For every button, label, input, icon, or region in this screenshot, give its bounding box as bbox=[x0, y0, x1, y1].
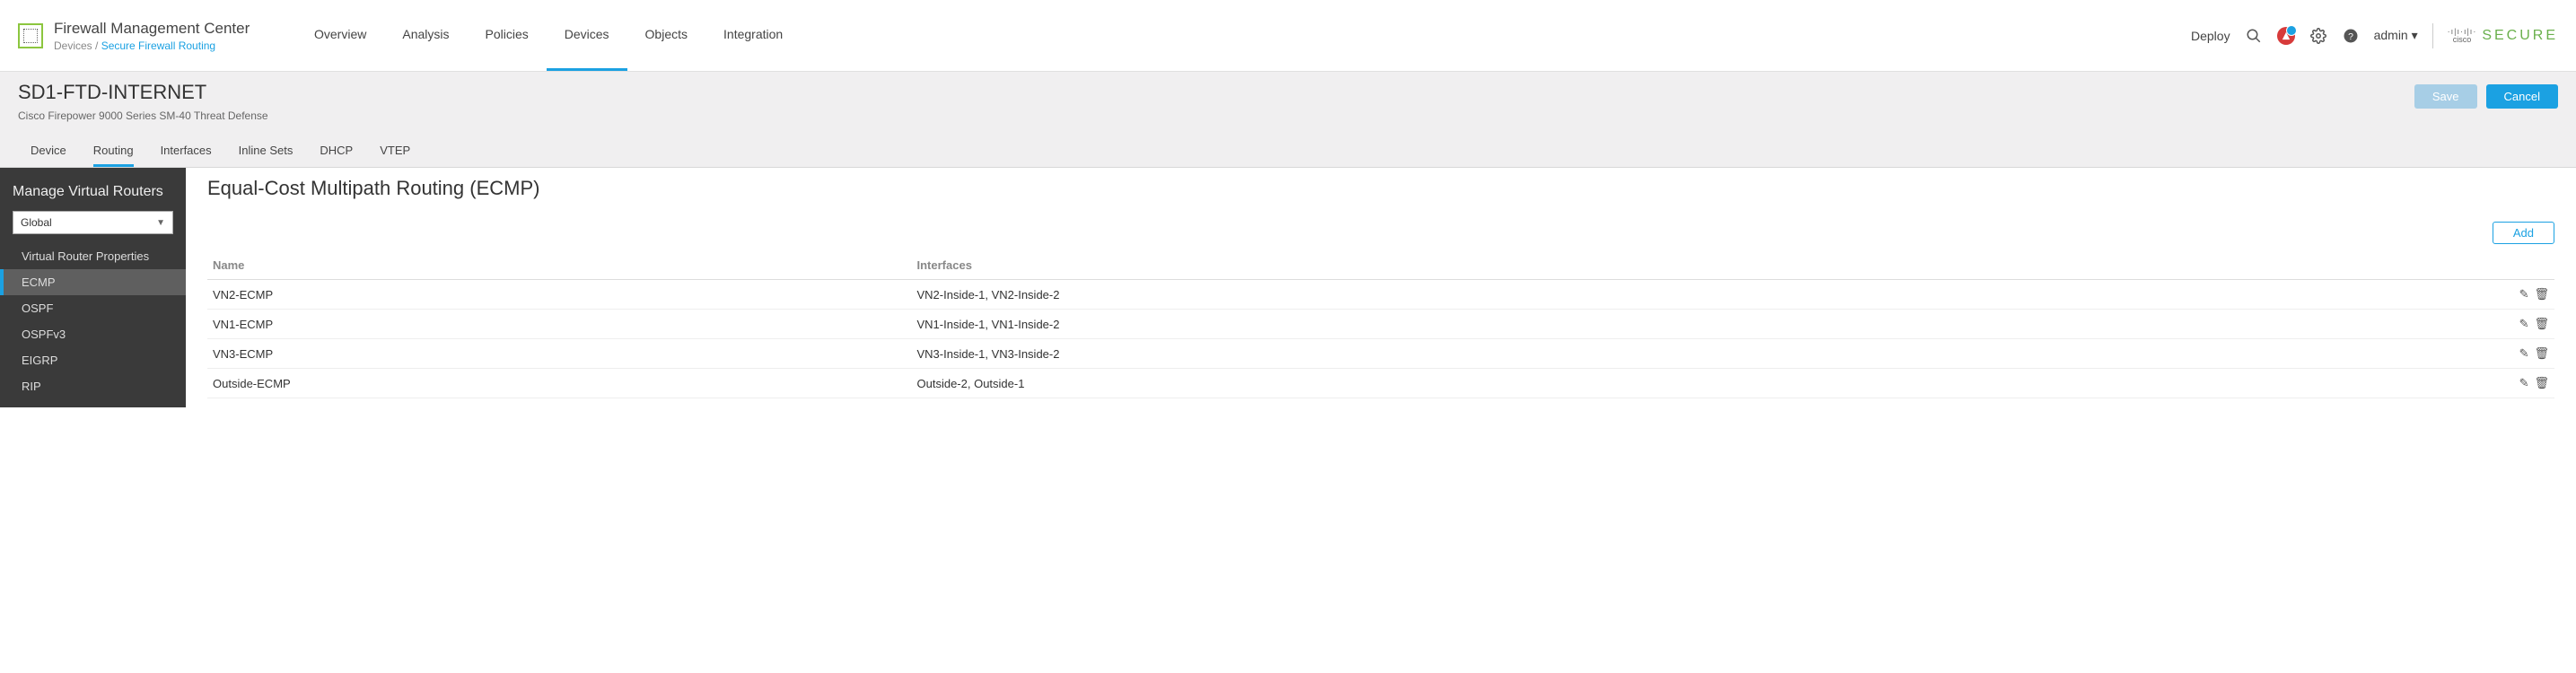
svg-text:?: ? bbox=[2348, 31, 2353, 41]
device-description: Cisco Firepower 9000 Series SM-40 Threat… bbox=[18, 109, 268, 122]
delete-icon[interactable]: 🗑 bbox=[2534, 376, 2549, 389]
header-right: Deploy ? admin ▾ ·ı|ı·ı|ı· cisco SECURE bbox=[2191, 23, 2558, 48]
delete-icon[interactable]: 🗑 bbox=[2534, 346, 2549, 360]
edit-icon[interactable]: ✎ bbox=[2519, 317, 2529, 330]
divider bbox=[2432, 23, 2433, 48]
edit-icon[interactable]: ✎ bbox=[2519, 346, 2529, 360]
sidebar-item-virtual-router-properties[interactable]: Virtual Router Properties bbox=[0, 243, 186, 269]
delete-icon[interactable]: 🗑 bbox=[2534, 287, 2549, 301]
nav-policies[interactable]: Policies bbox=[468, 0, 547, 71]
breadcrumb-link[interactable]: Secure Firewall Routing bbox=[101, 39, 215, 52]
edit-icon[interactable]: ✎ bbox=[2519, 287, 2529, 301]
tab-dhcp[interactable]: DHCP bbox=[320, 136, 353, 167]
tab-routing[interactable]: Routing bbox=[93, 136, 134, 167]
table-row: Outside-ECMPOutside-2, Outside-1 ✎ 🗑 bbox=[207, 369, 2554, 398]
cell-interfaces: VN3-Inside-1, VN3-Inside-2 bbox=[912, 339, 2484, 369]
sidebar-item-eigrp[interactable]: EIGRP bbox=[0, 347, 186, 373]
sidebar-title: Manage Virtual Routers bbox=[0, 179, 186, 211]
tab-vtep[interactable]: VTEP bbox=[380, 136, 410, 167]
gear-icon[interactable] bbox=[2309, 27, 2327, 45]
device-name: SD1-FTD-INTERNET bbox=[18, 81, 268, 104]
table-row: VN2-ECMPVN2-Inside-1, VN2-Inside-2 ✎ 🗑 bbox=[207, 280, 2554, 310]
ecmp-table: Name Interfaces VN2-ECMPVN2-Inside-1, VN… bbox=[207, 251, 2554, 398]
cisco-secure-brand: ·ı|ı·ı|ı· cisco SECURE bbox=[2448, 28, 2558, 44]
chevron-down-icon: ▼ bbox=[156, 218, 165, 228]
cell-name: VN3-ECMP bbox=[207, 339, 912, 369]
search-icon[interactable] bbox=[2245, 27, 2263, 45]
nav-analysis[interactable]: Analysis bbox=[384, 0, 467, 71]
col-interfaces: Interfaces bbox=[912, 251, 2484, 280]
virtual-router-select[interactable]: Global ▼ bbox=[13, 211, 173, 234]
cell-name: VN1-ECMP bbox=[207, 310, 912, 339]
cell-interfaces: Outside-2, Outside-1 bbox=[912, 369, 2484, 398]
device-header: SD1-FTD-INTERNET Cisco Firepower 9000 Se… bbox=[0, 72, 2576, 168]
col-name: Name bbox=[207, 251, 912, 280]
tab-interfaces[interactable]: Interfaces bbox=[161, 136, 212, 167]
tab-inline-sets[interactable]: Inline Sets bbox=[239, 136, 294, 167]
main-nav: OverviewAnalysisPoliciesDevicesObjectsIn… bbox=[296, 0, 801, 71]
add-button[interactable]: Add bbox=[2493, 222, 2554, 244]
delete-icon[interactable]: 🗑 bbox=[2534, 317, 2549, 330]
help-icon[interactable]: ? bbox=[2342, 27, 2360, 45]
breadcrumb: Devices / Secure Firewall Routing bbox=[54, 39, 250, 52]
save-button[interactable]: Save bbox=[2414, 84, 2477, 109]
breadcrumb-prefix: Devices / bbox=[54, 39, 101, 52]
alert-icon[interactable] bbox=[2277, 27, 2295, 45]
sidebar-item-ospfv3[interactable]: OSPFv3 bbox=[0, 321, 186, 347]
sidebar-list: Virtual Router PropertiesECMPOSPFOSPFv3E… bbox=[0, 243, 186, 399]
cell-name: VN2-ECMP bbox=[207, 280, 912, 310]
table-row: VN3-ECMPVN3-Inside-1, VN3-Inside-2 ✎ 🗑 bbox=[207, 339, 2554, 369]
sidebar-item-ospf[interactable]: OSPF bbox=[0, 295, 186, 321]
vr-select-value: Global bbox=[21, 216, 52, 229]
admin-menu[interactable]: admin ▾ bbox=[2374, 28, 2418, 43]
deploy-button[interactable]: Deploy bbox=[2191, 29, 2230, 43]
app-title: Firewall Management Center bbox=[54, 20, 250, 38]
brand-text: Firewall Management Center Devices / Sec… bbox=[54, 20, 250, 52]
cell-interfaces: VN1-Inside-1, VN1-Inside-2 bbox=[912, 310, 2484, 339]
page-title: Equal-Cost Multipath Routing (ECMP) bbox=[207, 177, 2554, 200]
sidebar-item-rip[interactable]: RIP bbox=[0, 373, 186, 399]
nav-devices[interactable]: Devices bbox=[547, 0, 627, 71]
cancel-button[interactable]: Cancel bbox=[2486, 84, 2558, 109]
cell-name: Outside-ECMP bbox=[207, 369, 912, 398]
sidebar-item-ecmp[interactable]: ECMP bbox=[0, 269, 186, 295]
tab-device[interactable]: Device bbox=[31, 136, 66, 167]
nav-objects[interactable]: Objects bbox=[627, 0, 705, 71]
table-row: VN1-ECMPVN1-Inside-1, VN1-Inside-2 ✎ 🗑 bbox=[207, 310, 2554, 339]
edit-icon[interactable]: ✎ bbox=[2519, 376, 2529, 389]
sidebar: Manage Virtual Routers Global ▼ Virtual … bbox=[0, 168, 186, 407]
nav-integration[interactable]: Integration bbox=[705, 0, 801, 71]
app-logo-icon bbox=[18, 23, 43, 48]
content: Equal-Cost Multipath Routing (ECMP) Add … bbox=[186, 168, 2576, 407]
device-tabs: Device Routing Interfaces Inline Sets DHCP VT… bbox=[31, 136, 2558, 167]
app-header: Firewall Management Center Devices / Sec… bbox=[0, 0, 2576, 72]
body: Manage Virtual Routers Global ▼ Virtual … bbox=[0, 168, 2576, 407]
brand-block: Firewall Management Center Devices / Sec… bbox=[18, 20, 278, 52]
nav-overview[interactable]: Overview bbox=[296, 0, 384, 71]
cell-interfaces: VN2-Inside-1, VN2-Inside-2 bbox=[912, 280, 2484, 310]
